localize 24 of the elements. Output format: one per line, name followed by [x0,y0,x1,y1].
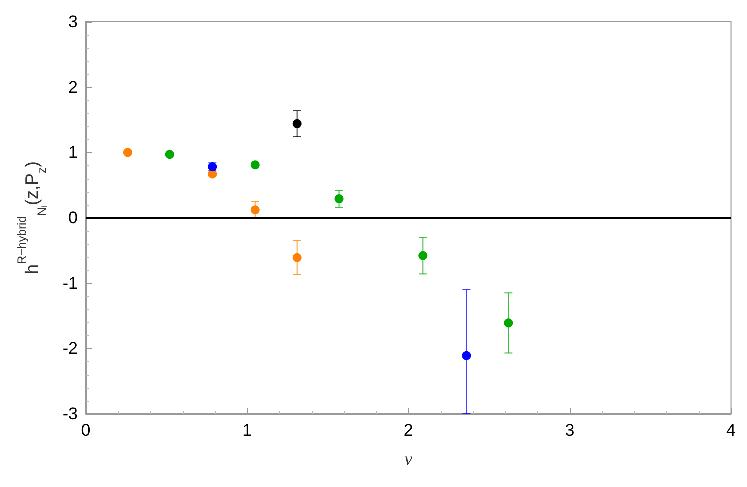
point [334,194,344,204]
x-tick-label: 0 [81,421,91,440]
point [250,160,260,170]
y-tick-label: 0 [68,208,78,228]
point [165,150,174,160]
y-tick-label: -3 [62,404,78,424]
y-tick-label: 2 [68,78,78,97]
y-axis-title: hR−hybridNₗ(z,Pz) [15,161,49,275]
x-tick-label: 2 [404,421,414,440]
y-tick-label: 1 [68,143,78,162]
x-tick-label: 3 [565,421,575,440]
point [292,119,302,128]
y-tick-label: -2 [62,339,78,358]
point [123,148,132,158]
x-tick-label: 4 [726,421,736,440]
point [504,318,514,328]
y-tick-label: 3 [68,12,78,32]
point [418,251,428,260]
point [292,253,302,262]
y-tick-label: -1 [62,274,78,293]
x-tick-label: 1 [242,421,252,440]
point [462,351,472,360]
point [250,206,260,215]
x-axis-title: ν [404,449,413,469]
